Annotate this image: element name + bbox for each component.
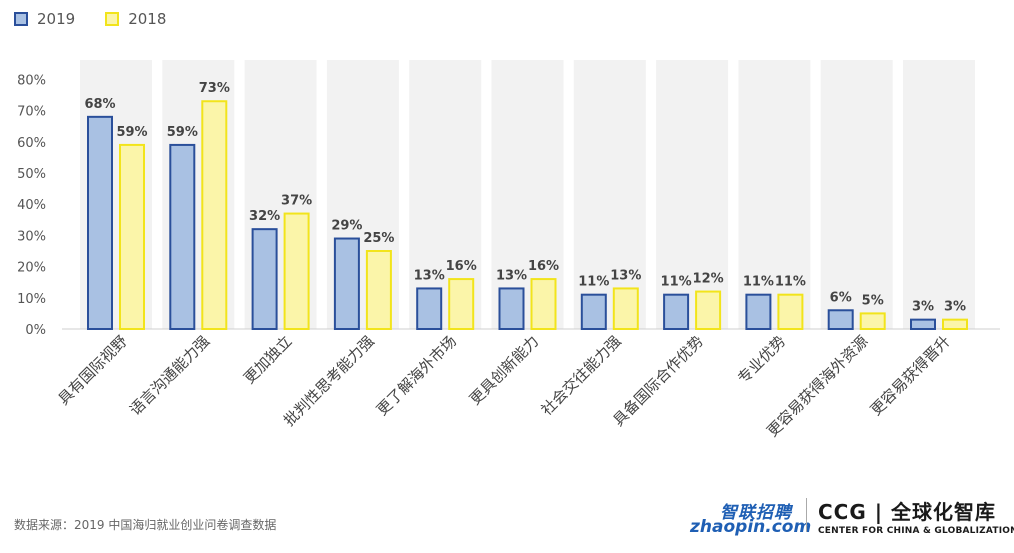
data-label-2018: 25% [363, 231, 394, 246]
category-panel [573, 60, 646, 329]
data-label-2019: 59% [167, 125, 198, 140]
bar-2018 [201, 100, 228, 330]
legend-label-2019: 2019 [37, 10, 76, 28]
bar-2018 [695, 290, 722, 330]
bar-2018 [365, 250, 392, 330]
x-tick-label: 语言沟通能力强 [126, 332, 213, 419]
y-tick-label: 0% [25, 323, 46, 338]
bar-2018 [777, 293, 804, 330]
data-label-2019: 11% [743, 275, 774, 290]
y-tick-label: 20% [17, 261, 46, 276]
zhaopin-logo-en: zhaopin.com [690, 517, 812, 537]
bar-2018 [283, 212, 310, 330]
ccg-logo: CCG | 全球化智库 CENTER FOR CHINA & GLOBALIZA… [818, 496, 1014, 536]
x-tick-label: 更了解海外市场 [373, 332, 460, 419]
legend-label-2018: 2018 [128, 10, 167, 28]
x-tick-label: 社会交往能力强 [538, 332, 625, 419]
data-label-2018: 5% [862, 293, 884, 308]
legend-swatch-2018 [105, 12, 120, 26]
x-tick-label: 具有国际视野 [54, 332, 130, 408]
y-tick-label: 40% [17, 198, 46, 213]
data-label-2018: 16% [446, 259, 477, 274]
zhaopin-logo-cn: 智联招聘 [720, 503, 792, 523]
data-label-2019: 11% [578, 275, 609, 290]
x-tick-label: 批判性思考能力强 [280, 332, 378, 430]
y-tick-label: 50% [17, 167, 46, 182]
bar-2019 [745, 293, 772, 330]
data-label-2018: 11% [775, 275, 806, 290]
bar-2018 [448, 278, 475, 330]
data-label-2019: 32% [249, 209, 280, 224]
data-label-2018: 37% [281, 194, 312, 209]
legend-swatch-2019 [14, 12, 28, 26]
zhaopin-logo: 智联招聘 zhaopin.com [690, 498, 811, 540]
logo-divider [806, 498, 807, 532]
data-label-2018: 59% [116, 125, 147, 140]
bar-2019 [169, 143, 196, 330]
y-tick-label: 10% [17, 292, 46, 307]
ccg-logo-subtitle: CENTER FOR CHINA & GLOBALIZATION [818, 526, 1014, 536]
bar-chart: 0%10%20%30%40%50%60%70%80%68%59%具有国际视野59… [17, 60, 1000, 440]
x-tick-label: 具备国际合作优势 [609, 332, 707, 430]
y-tick-label: 70% [17, 105, 46, 120]
source-note: 数据来源：2019 中国海归就业创业问卷调查数据 [14, 518, 277, 532]
data-label-2018: 16% [528, 259, 559, 274]
data-label-2018: 73% [199, 81, 230, 96]
bar-2018 [859, 312, 886, 330]
bar-2019 [827, 309, 854, 330]
bar-2019 [333, 237, 360, 331]
legend-item-2018: 2018 [105, 10, 166, 28]
bar-2018 [942, 318, 968, 331]
bar-2019 [251, 228, 278, 330]
data-label-2019: 11% [661, 275, 692, 290]
data-label-2018: 13% [610, 268, 641, 283]
x-tick-label: 更具创新能力 [466, 332, 542, 408]
category-panel [903, 60, 975, 329]
data-label-2019: 6% [830, 290, 852, 305]
legend-item-2019: 2019 [14, 10, 75, 28]
bar-2019 [87, 115, 113, 330]
bar-2019 [663, 293, 690, 330]
data-label-2018: 12% [693, 272, 724, 287]
bar-2018 [119, 143, 145, 330]
y-tick-label: 30% [17, 229, 46, 244]
data-label-2019: 29% [331, 219, 362, 234]
category-panel [656, 60, 729, 329]
bar-2019 [498, 287, 525, 331]
bar-2019 [910, 318, 936, 331]
data-label-2019: 13% [496, 268, 527, 283]
x-tick-label: 更加独立 [240, 332, 295, 387]
x-tick-label: 更容易获得晋升 [867, 332, 954, 419]
bar-2018 [530, 278, 557, 330]
bar-2018 [612, 287, 639, 331]
legend: 2019 2018 [14, 10, 196, 28]
data-label-2018: 3% [944, 300, 966, 315]
ccg-logo-name: CCG | 全球化智库 [818, 500, 997, 524]
data-label-2019: 3% [912, 300, 934, 315]
y-tick-label: 60% [17, 136, 46, 151]
data-label-2019: 68% [84, 97, 115, 112]
y-tick-label: 80% [17, 73, 46, 88]
category-panel [820, 60, 893, 329]
bar-2019 [416, 287, 443, 331]
data-label-2019: 13% [414, 268, 445, 283]
category-panel [738, 60, 811, 329]
x-tick-label: 专业优势 [734, 332, 789, 387]
bar-2019 [580, 293, 607, 330]
